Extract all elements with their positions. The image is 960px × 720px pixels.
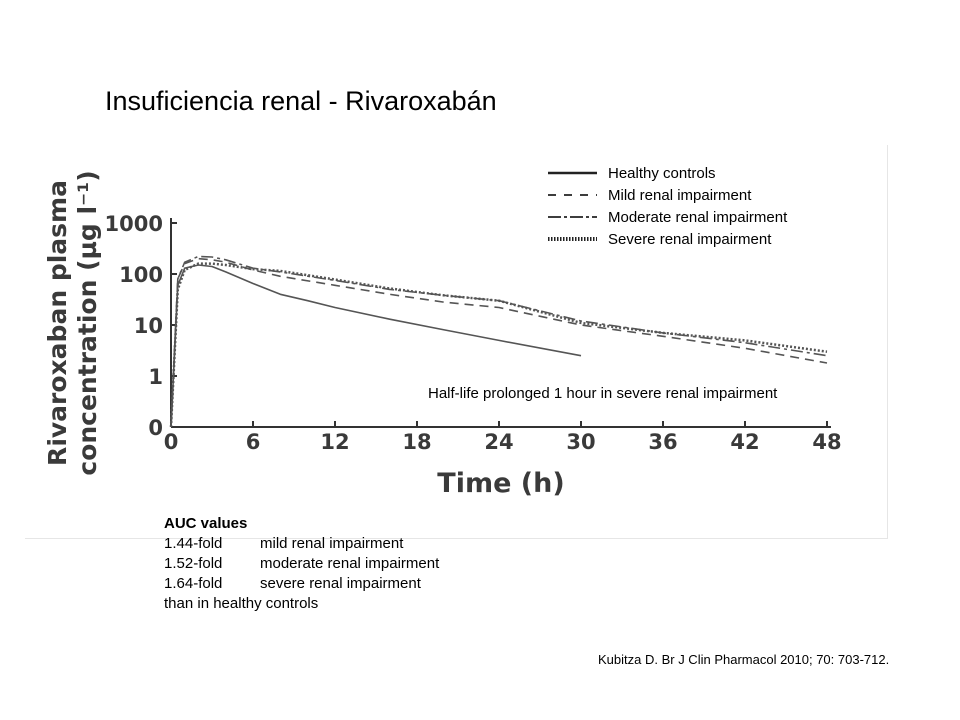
y-tick-label: 1000 (105, 212, 163, 236)
chart-panel (25, 145, 888, 539)
auc-row: 1.52-fold moderate renal impairment (164, 554, 439, 574)
x-tick-label: 48 (812, 430, 841, 454)
auc-row: 1.64-fold severe renal impairment (164, 574, 439, 594)
auc-fold: 1.52-fold (164, 555, 223, 572)
x-tick-label: 12 (320, 430, 349, 454)
auc-label: severe renal impairment (260, 575, 421, 592)
x-tick-label: 30 (566, 430, 595, 454)
y-tick-label: 100 (119, 263, 163, 287)
slide-title: Insuficiencia renal - Rivaroxabán (105, 86, 497, 116)
legend-label: Severe renal impairment (608, 231, 772, 248)
auc-label: mild renal impairment (260, 535, 404, 552)
auc-label: moderate renal impairment (260, 555, 440, 572)
x-tick-label: 36 (648, 430, 677, 454)
auc-fold: 1.64-fold (164, 575, 223, 592)
y-tick-label: 1 (148, 365, 163, 389)
auc-title: AUC values (164, 515, 248, 532)
auc-row: 1.44-fold mild renal impairment (164, 534, 439, 554)
series-line (170, 264, 582, 428)
x-tick-label: 42 (730, 430, 759, 454)
auc-footer: than in healthy controls (164, 595, 319, 612)
x-tick-label: 0 (164, 430, 179, 454)
legend-label: Healthy controls (608, 165, 716, 182)
auc-summary: AUC values 1.44-fold mild renal impairmen… (164, 514, 439, 614)
x-axis-title: Time (h) (437, 468, 564, 499)
y-tick-label: 0 (148, 416, 163, 440)
y-axis-title: Rivaroxaban plasmaconcentration (µg l⁻¹) (43, 170, 102, 475)
legend-label: Moderate renal impairment (608, 209, 788, 226)
y-tick-label: 10 (134, 314, 163, 338)
series-line (170, 257, 828, 428)
x-tick-label: 24 (484, 430, 513, 454)
chart-annotation: Half-life prolonged 1 hour in severe ren… (428, 385, 778, 402)
auc-fold: 1.44-fold (164, 535, 223, 552)
citation: Kubitza D. Br J Clin Pharmacol 2010; 70:… (598, 652, 890, 667)
series-line (170, 255, 828, 428)
x-tick-label: 6 (246, 430, 261, 454)
x-tick-label: 18 (402, 430, 431, 454)
legend-label: Mild renal impairment (608, 187, 752, 204)
series-line (169, 262, 828, 428)
